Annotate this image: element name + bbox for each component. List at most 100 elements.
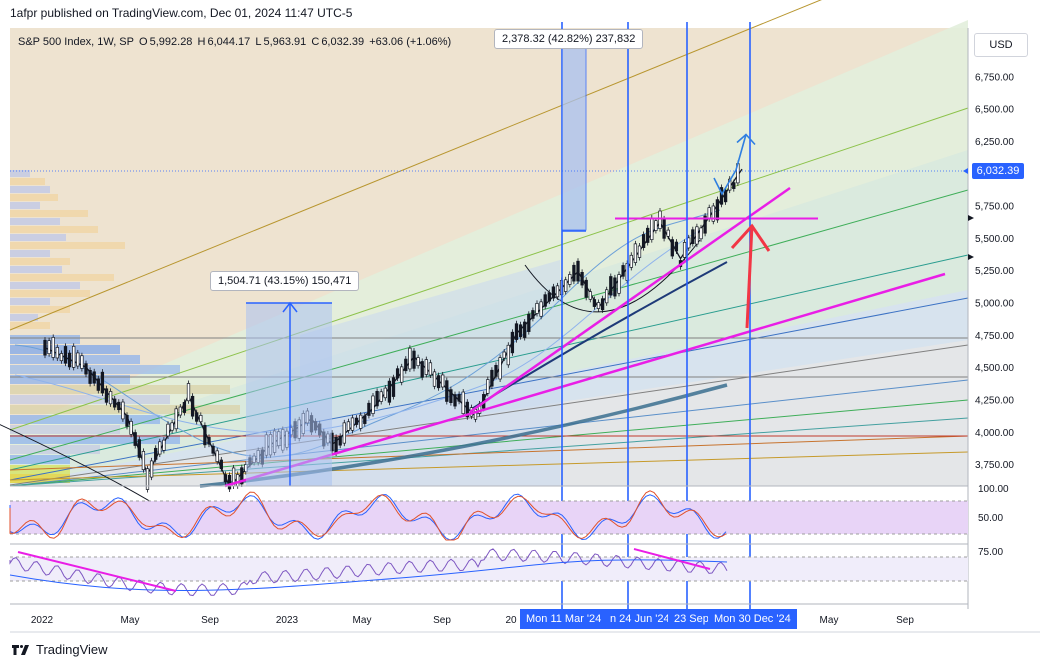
red-arrow-head (730, 223, 771, 252)
candle-body (691, 229, 695, 244)
candle-body (371, 395, 375, 414)
candle-body (449, 389, 453, 403)
measure-label-2024[interactable]: 2,378.32 (42.82%) 237,832 (494, 29, 644, 49)
candle-body (219, 459, 223, 469)
candle-body (564, 279, 568, 292)
candle-body (502, 351, 506, 359)
price-tick-label: 4,250.00 (975, 395, 1014, 406)
candle-body (514, 323, 519, 340)
high-label: H (197, 36, 206, 48)
candle-body (96, 378, 100, 391)
volume-profile-lower-bar-7 (10, 405, 240, 414)
candle-body (342, 422, 346, 444)
volume-profile-bar-9 (10, 242, 125, 249)
volume-profile-bar-8 (10, 234, 66, 241)
candle-body (465, 401, 469, 418)
volume-profile-bar-11 (10, 258, 70, 265)
time-tick-label: May (353, 615, 372, 626)
time-tick-label: Sep (201, 615, 219, 626)
candle-body (129, 420, 133, 435)
candle-body (457, 394, 461, 402)
low-value: 5,963.91 (263, 36, 307, 48)
candle-body (149, 460, 154, 478)
measure-arrow-2023-head (282, 301, 298, 313)
candle-body (715, 199, 720, 221)
candle-body (170, 422, 174, 431)
volume-profile-bar-1 (10, 178, 45, 185)
candle-body (346, 421, 351, 431)
price-tick-label: 3,750.00 (975, 460, 1014, 471)
candle-body (67, 352, 72, 368)
volume-profile-lower-bar-14 (10, 474, 70, 483)
candle-body (154, 447, 158, 460)
price-tick-label: 6,500.00 (975, 105, 1014, 116)
volume-profile-bar-6 (10, 218, 60, 225)
candle-body (445, 380, 449, 402)
candle-body (51, 337, 55, 358)
candle-body (695, 226, 699, 245)
fan-line-10 (9, 451, 969, 481)
candle-body (584, 279, 588, 298)
candle-body (211, 445, 215, 454)
candle-body (703, 215, 707, 234)
volume-profile-lower-bar-13 (10, 465, 70, 474)
candle-body (359, 414, 363, 429)
volume-profile-bar-2 (10, 186, 50, 193)
volume-profile-lower-bar-3 (10, 365, 180, 374)
volume-profile-lower-bar-12 (10, 455, 70, 464)
volume-profile-bar-4 (10, 202, 40, 209)
candle-body (461, 391, 465, 415)
candle-body (84, 363, 88, 375)
candle-body (133, 432, 137, 446)
candle-body (490, 369, 494, 387)
volume-profile-lower-bar-4 (10, 375, 130, 384)
candle-body (158, 441, 162, 455)
candle-body (453, 394, 457, 407)
time-tick-label: Sep (896, 615, 914, 626)
candle-body (141, 451, 146, 470)
measure-box-2024 (561, 37, 587, 231)
candle-body (420, 361, 424, 378)
candle-body (682, 242, 687, 258)
moving-average-fast (14, 209, 721, 458)
candle-body (350, 417, 355, 431)
high-value: 6,044.17 (207, 36, 251, 48)
candle-body (55, 347, 59, 359)
price-tick-label: 5,750.00 (975, 202, 1014, 213)
symbol-label[interactable]: S&P 500 Index, 1W, SP (18, 36, 134, 48)
candle-body (199, 415, 203, 423)
candle-body (195, 412, 199, 422)
candle-body (621, 265, 625, 277)
candle-body (432, 371, 437, 387)
volume-profile-bar-0 (10, 170, 30, 177)
candle-body (43, 339, 47, 356)
candle-body (539, 301, 543, 317)
candle-body (662, 218, 666, 239)
candle-body (658, 210, 662, 229)
candle-body (641, 234, 646, 248)
rsi-band (10, 557, 968, 581)
measure-box-2023 (246, 303, 332, 486)
volume-profile-bar-12 (10, 266, 62, 273)
brand-label: TradingView (36, 642, 108, 657)
measure-label-2023[interactable]: 1,504.71 (43.15%) 150,471 (210, 271, 360, 291)
candle-body (223, 474, 228, 483)
candle-body (728, 178, 732, 191)
candle-body (650, 217, 654, 240)
currency-button[interactable]: USD (974, 33, 1028, 57)
candle-body (387, 380, 392, 403)
tradingview-logo-icon (12, 644, 29, 655)
candle-body (572, 264, 576, 282)
price-tick-label: 6,750.00 (975, 72, 1014, 83)
price-marker-5340 (968, 254, 974, 260)
candle-body (174, 408, 178, 430)
candle-body (395, 368, 400, 379)
candle-body (646, 227, 650, 243)
candle-body (617, 274, 621, 294)
candle-body (121, 401, 125, 420)
candle-body (104, 388, 109, 403)
candle-body (92, 371, 96, 384)
tradingview-footer[interactable]: TradingView (12, 642, 108, 657)
